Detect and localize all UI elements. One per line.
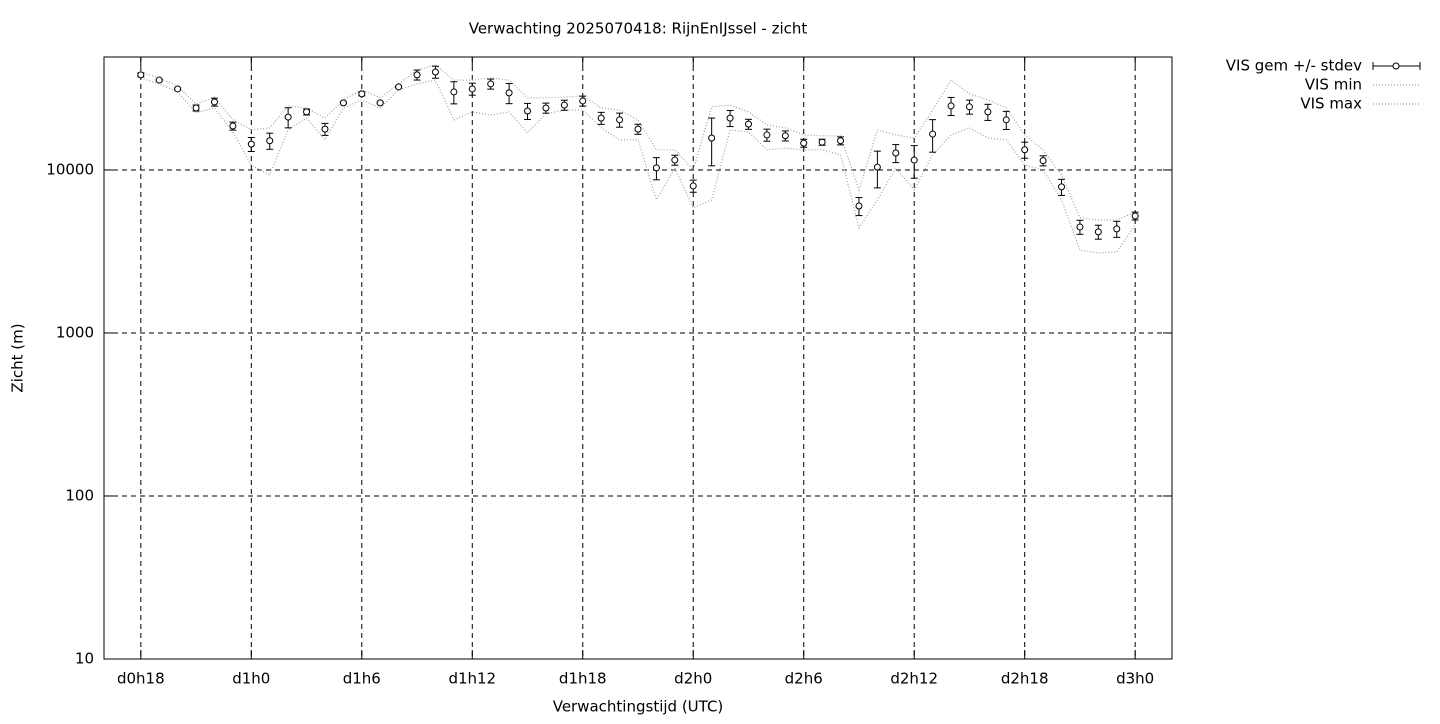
data-point [837,137,845,145]
data-point [431,68,439,76]
legend-label: VIS max [1300,95,1362,113]
data-point [137,71,145,79]
y-tick-label: 100 [65,486,94,504]
data-point [284,113,292,121]
data-point [192,104,200,112]
data-point [873,163,881,171]
x-tick-label: d2h0 [674,670,712,688]
data-point [1058,183,1066,191]
legend-symbol [1392,62,1400,70]
data-point [247,140,255,148]
data-point [910,156,918,164]
data-point [303,108,311,116]
data-point [855,202,863,210]
data-point [634,125,642,133]
x-tick-label: d0h18 [117,670,165,688]
data-point [763,131,771,139]
data-point [708,134,716,142]
y-axis-label: Zicht (m) [9,323,27,392]
x-tick-label: d1h0 [232,670,270,688]
data-point [1094,228,1102,236]
data-point [984,108,992,116]
data-point [1113,225,1121,233]
x-tick-label: d2h18 [1001,670,1049,688]
data-point [947,102,955,110]
data-point [266,137,274,145]
chart-title: Verwachting 2025070418: RijnEnIJssel - z… [469,20,808,38]
data-point [616,116,624,124]
data-point [524,107,532,115]
data-point [1076,223,1084,231]
data-point [892,149,900,157]
data-point [174,85,182,93]
legend-label: VIS gem +/- stdev [1226,57,1362,75]
data-point [929,130,937,138]
data-point [468,85,476,93]
x-tick-label: d3h0 [1116,670,1154,688]
y-tick-label: 10 [75,650,94,668]
data-point [597,114,605,122]
x-tick-label: d2h12 [890,670,938,688]
data-point [726,114,734,122]
data-point [229,122,237,130]
data-point [965,103,973,111]
data-point [689,182,697,190]
data-point [652,164,660,172]
data-point [376,99,384,107]
data-point [358,90,366,98]
legend-label: VIS min [1305,76,1362,94]
data-point [781,132,789,140]
data-point [800,139,808,147]
data-point [744,120,752,128]
x-tick-label: d2h6 [785,670,823,688]
x-tick-label: d1h6 [343,670,381,688]
data-point [505,89,513,97]
data-point [1021,146,1029,154]
data-point [818,138,826,146]
x-tick-label: d1h18 [559,670,607,688]
y-tick-label: 10000 [46,160,94,178]
x-tick-label: d1h12 [448,670,496,688]
x-axis-label: Verwachtingstijd (UTC) [553,698,724,716]
data-point [155,76,163,84]
data-point [450,88,458,96]
data-point [1002,116,1010,124]
data-point [1131,212,1139,220]
data-point [671,156,679,164]
data-point [487,80,495,88]
data-point [579,97,587,105]
data-point [321,125,329,133]
y-tick-label: 1000 [56,323,94,341]
data-point [339,99,347,107]
data-point [560,101,568,109]
data-point [1039,157,1047,165]
data-point [413,71,421,79]
data-point [395,83,403,91]
data-point [210,98,218,106]
data-point [542,104,550,112]
series-line [140,64,1136,221]
